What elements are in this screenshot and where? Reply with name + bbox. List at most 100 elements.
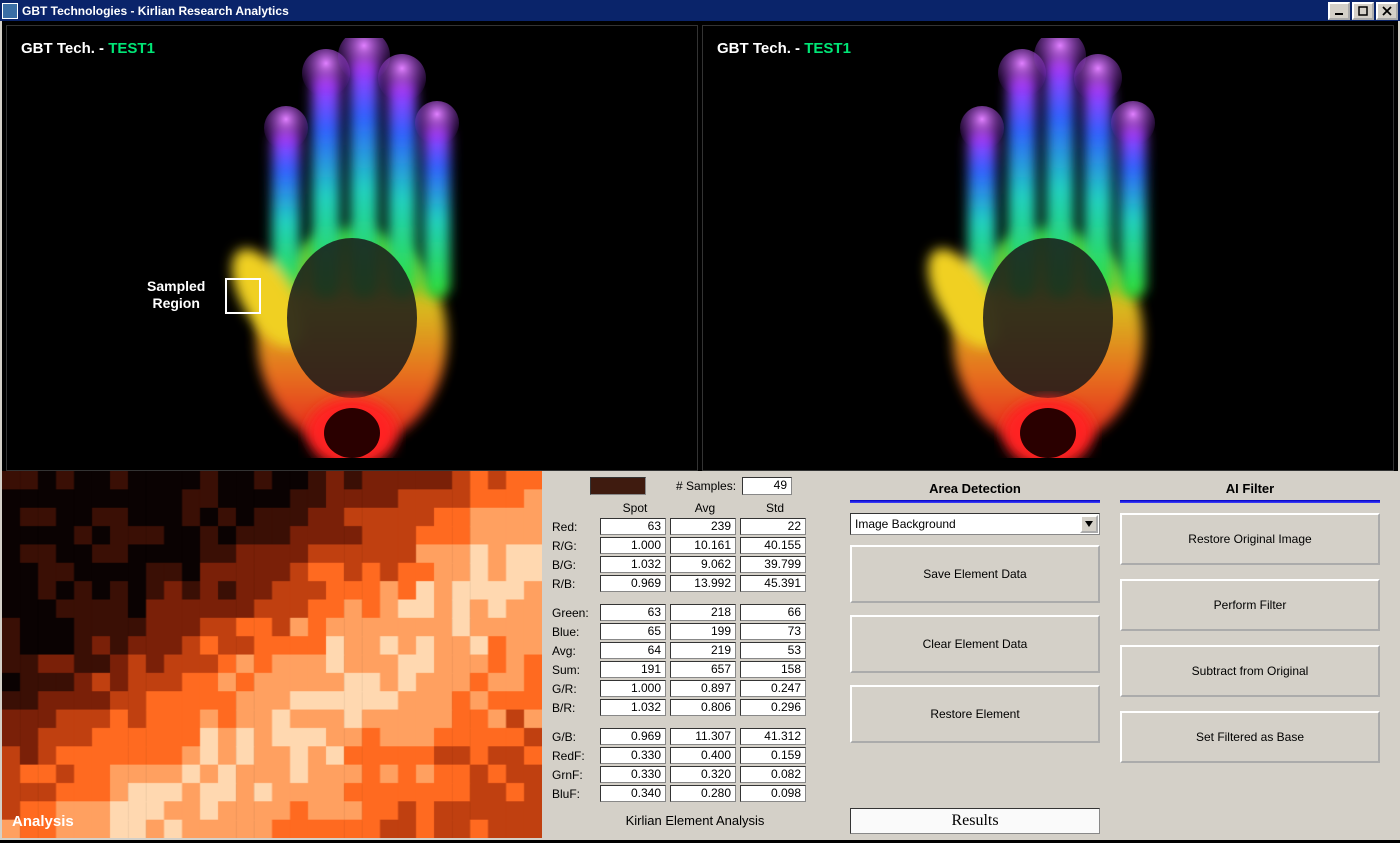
stats-cell-spot: 0.969 bbox=[600, 575, 666, 592]
set-filtered-as-base-button[interactable]: Set Filtered as Base bbox=[1120, 711, 1380, 763]
stats-row-label: G/B: bbox=[550, 730, 600, 744]
restore-original-image-button[interactable]: Restore Original Image bbox=[1120, 513, 1380, 565]
stats-row-label: RedF: bbox=[550, 749, 600, 763]
stats-row-label: G/R: bbox=[550, 682, 600, 696]
stats-cell-avg: 657 bbox=[670, 661, 736, 678]
stats-row-label: Red: bbox=[550, 520, 600, 534]
stats-row: R/B:0.96913.99245.391 bbox=[550, 574, 840, 593]
window-title: GBT Technologies - Kirlian Research Anal… bbox=[22, 4, 1328, 18]
stats-row: B/G:1.0329.06239.799 bbox=[550, 555, 840, 574]
stats-cell-spot: 63 bbox=[600, 604, 666, 621]
stats-cell-spot: 65 bbox=[600, 623, 666, 640]
application-window: GBT Technologies - Kirlian Research Anal… bbox=[0, 0, 1400, 840]
stats-cell-std: 22 bbox=[740, 518, 806, 535]
stats-row: RedF:0.3300.4000.159 bbox=[550, 746, 840, 765]
stats-cell-avg: 199 bbox=[670, 623, 736, 640]
perform-filter-button[interactable]: Perform Filter bbox=[1120, 579, 1380, 631]
stats-row-label: Green: bbox=[550, 606, 600, 620]
stats-cell-std: 0.247 bbox=[740, 680, 806, 697]
sampled-region-label: Sampled Region bbox=[147, 278, 205, 312]
area-detection-underline bbox=[850, 500, 1100, 503]
element-type-combo[interactable]: Image Background bbox=[850, 513, 1100, 535]
stats-cell-spot: 0.340 bbox=[600, 785, 666, 802]
stats-row: GrnF:0.3300.3200.082 bbox=[550, 765, 840, 784]
stats-cell-std: 158 bbox=[740, 661, 806, 678]
stats-cell-avg: 0.806 bbox=[670, 699, 736, 716]
stats-cell-spot: 1.032 bbox=[600, 699, 666, 716]
samples-value: 49 bbox=[742, 477, 792, 495]
stats-row-label: Blue: bbox=[550, 625, 600, 639]
stats-cell-std: 0.296 bbox=[740, 699, 806, 716]
header-std: Std bbox=[740, 501, 810, 515]
stats-cell-spot: 1.032 bbox=[600, 556, 666, 573]
left-image-panel[interactable]: GBT Tech. - TEST1 bbox=[6, 25, 698, 471]
right-image-label: GBT Tech. - TEST1 bbox=[717, 40, 851, 57]
samples-label: # Samples: bbox=[676, 479, 736, 493]
stats-row: Blue:6519973 bbox=[550, 622, 840, 641]
stats-cell-std: 41.312 bbox=[740, 728, 806, 745]
subtract-from-original-button[interactable]: Subtract from Original bbox=[1120, 645, 1380, 697]
stats-row-label: B/G: bbox=[550, 558, 600, 572]
restore-element-button[interactable]: Restore Element bbox=[850, 685, 1100, 743]
stats-row: Sum:191657158 bbox=[550, 660, 840, 679]
stats-cell-avg: 239 bbox=[670, 518, 736, 535]
analysis-label: Analysis bbox=[12, 813, 74, 830]
stats-row-label: R/G: bbox=[550, 539, 600, 553]
right-image-panel[interactable]: GBT Tech. - TEST1 bbox=[702, 25, 1394, 471]
stats-row: G/R:1.0000.8970.247 bbox=[550, 679, 840, 698]
clear-element-data-button[interactable]: Clear Element Data bbox=[850, 615, 1100, 673]
left-image-label: GBT Tech. - TEST1 bbox=[21, 40, 155, 57]
stats-cell-std: 73 bbox=[740, 623, 806, 640]
sampled-region-box[interactable] bbox=[225, 278, 261, 314]
minimize-button[interactable] bbox=[1328, 2, 1350, 20]
stats-cell-std: 39.799 bbox=[740, 556, 806, 573]
close-button[interactable] bbox=[1376, 2, 1398, 20]
stats-row-label: Avg: bbox=[550, 644, 600, 658]
area-detection-column: Area Detection Image Background Save Ele… bbox=[840, 477, 1110, 834]
stats-cell-avg: 218 bbox=[670, 604, 736, 621]
maximize-button[interactable] bbox=[1352, 2, 1374, 20]
stats-cell-avg: 9.062 bbox=[670, 556, 736, 573]
stats-cell-spot: 63 bbox=[600, 518, 666, 535]
stats-cell-avg: 219 bbox=[670, 642, 736, 659]
stats-row-label: Sum: bbox=[550, 663, 600, 677]
stats-cell-std: 0.098 bbox=[740, 785, 806, 802]
ai-filter-underline bbox=[1120, 500, 1380, 503]
stats-row: Avg:6421953 bbox=[550, 641, 840, 660]
combo-selected-text: Image Background bbox=[855, 517, 956, 531]
stats-cell-avg: 0.897 bbox=[670, 680, 736, 697]
stats-cell-avg: 10.161 bbox=[670, 537, 736, 554]
stats-cell-spot: 1.000 bbox=[600, 680, 666, 697]
image-panels-row: GBT Tech. - TEST1 bbox=[2, 21, 1398, 471]
stats-cell-avg: 0.400 bbox=[670, 747, 736, 764]
stats-cell-spot: 1.000 bbox=[600, 537, 666, 554]
chevron-down-icon[interactable] bbox=[1080, 515, 1098, 533]
stats-cell-avg: 13.992 bbox=[670, 575, 736, 592]
results-field[interactable]: Results bbox=[850, 808, 1100, 834]
stats-row: R/G:1.00010.16140.155 bbox=[550, 536, 840, 555]
analysis-panel[interactable]: Analysis bbox=[2, 471, 542, 838]
save-element-data-button[interactable]: Save Element Data bbox=[850, 545, 1100, 603]
stats-row-label: R/B: bbox=[550, 577, 600, 591]
stats-row: Red:6323922 bbox=[550, 517, 840, 536]
stats-cell-std: 0.159 bbox=[740, 747, 806, 764]
stats-cell-spot: 0.330 bbox=[600, 766, 666, 783]
bottom-row: Analysis # Samples: 49 Spot Avg Std bbox=[2, 471, 1398, 838]
stats-row-label: GrnF: bbox=[550, 768, 600, 782]
stats-row-label: BluF: bbox=[550, 787, 600, 801]
stats-cell-avg: 0.280 bbox=[670, 785, 736, 802]
stats-cell-spot: 64 bbox=[600, 642, 666, 659]
stats-column: # Samples: 49 Spot Avg Std Red:6323922R/… bbox=[550, 477, 840, 834]
right-hand-aura bbox=[878, 38, 1218, 458]
pixel-zoom-canvas bbox=[2, 471, 542, 838]
title-bar: GBT Technologies - Kirlian Research Anal… bbox=[0, 0, 1400, 21]
content-area: GBT Tech. - TEST1 bbox=[0, 21, 1400, 840]
stats-row: BluF:0.3400.2800.098 bbox=[550, 784, 840, 803]
kirlian-element-analysis-label: Kirlian Element Analysis bbox=[550, 813, 840, 834]
stats-cell-std: 45.391 bbox=[740, 575, 806, 592]
stats-row-label: B/R: bbox=[550, 701, 600, 715]
stats-cell-spot: 191 bbox=[600, 661, 666, 678]
stats-cell-avg: 11.307 bbox=[670, 728, 736, 745]
sample-color-swatch bbox=[590, 477, 646, 495]
stats-row: Green:6321866 bbox=[550, 603, 840, 622]
